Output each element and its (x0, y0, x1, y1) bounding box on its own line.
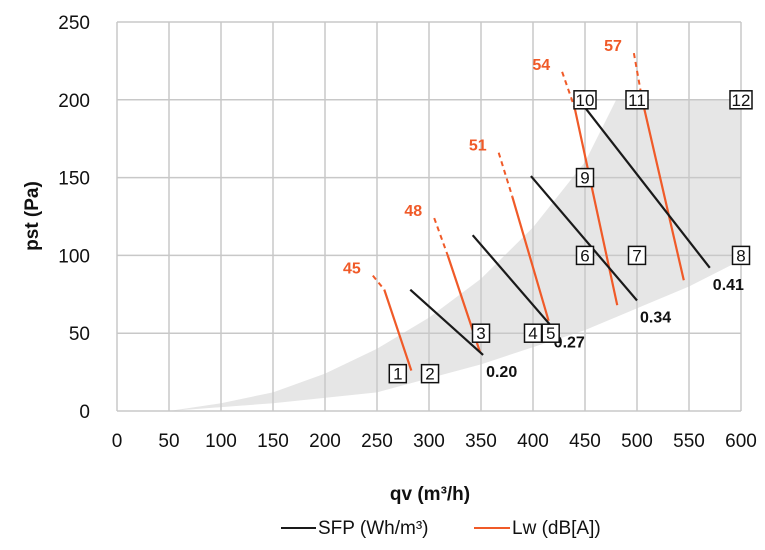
lw-label: 45 (343, 261, 361, 278)
x-tick-label: 400 (517, 431, 549, 452)
operating-point-label: 9 (580, 169, 589, 188)
sfp-line-0.27 (471, 234, 552, 327)
x-tick-label: 550 (673, 431, 705, 452)
operating-point-label: 8 (736, 246, 745, 265)
y-tick-label: 50 (69, 324, 90, 345)
x-tick-label: 450 (569, 431, 601, 452)
x-tick-label: 50 (158, 431, 179, 452)
legend: SFP (Wh/m³) Lw (dB[A]) (281, 518, 601, 539)
legend-lw-label: Lw (dB[A]) (512, 518, 601, 539)
lw-line-51 (511, 195, 550, 322)
legend-sfp-label: SFP (Wh/m³) (318, 518, 428, 539)
lw-line-57 (641, 99, 685, 281)
y-tick-label: 250 (58, 13, 90, 34)
operating-point-label: 2 (425, 365, 434, 384)
sfp-label: 0.27 (554, 334, 585, 351)
lw-line-54 (573, 107, 619, 306)
lw-label: 51 (469, 138, 487, 155)
operating-point-label: 3 (476, 324, 485, 343)
lw-label: 57 (604, 38, 622, 55)
lw-label: 48 (404, 203, 422, 220)
operating-point-box (388, 363, 408, 384)
operating-point-box (575, 167, 595, 188)
operating-point-label: 7 (632, 246, 641, 265)
lw-line-45 (383, 289, 413, 371)
operating-point-label: 11 (628, 91, 646, 110)
y-axis-title: pst (Pa) (22, 181, 43, 251)
operating-point-box (627, 245, 647, 266)
operating-point-box (575, 245, 595, 266)
lw-label: 54 (532, 57, 550, 74)
sfp-line-0.34 (530, 175, 638, 302)
x-tick-label: 350 (465, 431, 497, 452)
operating-point-box (731, 245, 751, 266)
sfp-label: 0.41 (713, 277, 744, 294)
tick-labels-layer: 0 50 100 150 200 250 300 350 400 450 500 550 600 0 50 1… (58, 13, 757, 452)
lw-dashed-extension (561, 71, 576, 108)
operating-point-label: 12 (732, 91, 751, 110)
y-tick-label: 0 (79, 402, 90, 423)
y-tick-label: 100 (58, 246, 90, 267)
operating-point-box (573, 90, 597, 110)
lw-dashed-extension (497, 152, 514, 197)
operating-point-box (541, 323, 560, 343)
operating-point-label: 4 (528, 324, 537, 343)
operating-point-label: 10 (576, 91, 595, 110)
x-axis-title: qv (m³/h) (390, 484, 470, 505)
y-tick-label: 150 (58, 169, 90, 190)
x-tick-label: 200 (309, 431, 341, 452)
operating-point-box (625, 90, 649, 110)
operating-point-label: 5 (546, 324, 555, 343)
x-tick-label: 250 (361, 431, 393, 452)
lw-dashed-extension (433, 217, 449, 256)
sfp-label: 0.34 (640, 310, 671, 327)
sfp-label: 0.20 (486, 364, 517, 381)
x-tick-label: 100 (205, 431, 237, 452)
operating-point-label: 1 (393, 365, 402, 384)
sfp-line-0.20 (409, 288, 484, 356)
x-tick-label: 300 (413, 431, 445, 452)
operating-point-box (729, 90, 753, 110)
sfp-line-0.41 (584, 106, 711, 269)
x-tick-label: 500 (621, 431, 653, 452)
lw-dashed-extension (372, 274, 386, 291)
y-tick-label: 200 (58, 91, 90, 112)
x-tick-label: 600 (725, 431, 757, 452)
x-tick-label: 150 (257, 431, 289, 452)
operating-point-box (471, 323, 491, 343)
operating-point-label: 6 (580, 246, 589, 265)
x-tick-label: 0 (112, 431, 123, 452)
sfp-series-layer: 0.20 0.27 0.34 0.41 (409, 106, 744, 381)
operating-point-box (420, 363, 440, 384)
